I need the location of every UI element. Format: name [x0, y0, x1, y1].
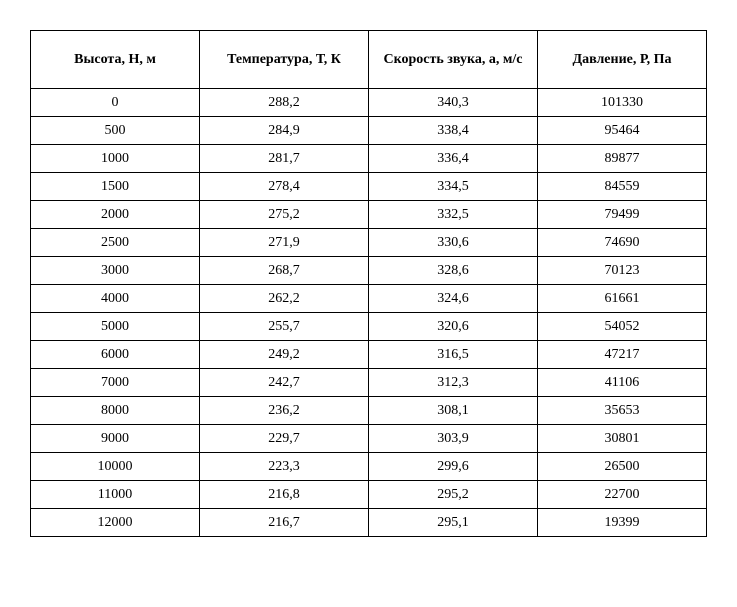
table-cell: 35653 — [538, 397, 707, 425]
table-cell: 74690 — [538, 229, 707, 257]
table-cell: 9000 — [31, 425, 200, 453]
table-cell: 11000 — [31, 481, 200, 509]
table-cell: 255,7 — [200, 313, 369, 341]
table-row: 4000262,2324,661661 — [31, 285, 707, 313]
header-altitude: Высота, Н, м — [31, 31, 200, 89]
table-row: 7000242,7312,341106 — [31, 369, 707, 397]
table-cell: 330,6 — [369, 229, 538, 257]
table-cell: 312,3 — [369, 369, 538, 397]
table-row: 5000255,7320,654052 — [31, 313, 707, 341]
table-cell: 281,7 — [200, 145, 369, 173]
table-cell: 19399 — [538, 509, 707, 537]
table-cell: 7000 — [31, 369, 200, 397]
table-cell: 332,5 — [369, 201, 538, 229]
table-cell: 22700 — [538, 481, 707, 509]
table-cell: 41106 — [538, 369, 707, 397]
table-row: 1500278,4334,584559 — [31, 173, 707, 201]
table-row: 11000216,8295,222700 — [31, 481, 707, 509]
table-row: 12000216,7295,119399 — [31, 509, 707, 537]
table-cell: 284,9 — [200, 117, 369, 145]
table-cell: 236,2 — [200, 397, 369, 425]
table-cell: 336,4 — [369, 145, 538, 173]
table-cell: 1500 — [31, 173, 200, 201]
header-row: Высота, Н, м Температура, Т, К Скорость … — [31, 31, 707, 89]
table-cell: 101330 — [538, 89, 707, 117]
table-row: 2000275,2332,579499 — [31, 201, 707, 229]
table-cell: 299,6 — [369, 453, 538, 481]
table-row: 1000281,7336,489877 — [31, 145, 707, 173]
table-cell: 1000 — [31, 145, 200, 173]
table-cell: 324,6 — [369, 285, 538, 313]
table-cell: 223,3 — [200, 453, 369, 481]
table-cell: 26500 — [538, 453, 707, 481]
table-cell: 229,7 — [200, 425, 369, 453]
table-cell: 2500 — [31, 229, 200, 257]
table-cell: 295,2 — [369, 481, 538, 509]
table-cell: 278,4 — [200, 173, 369, 201]
table-cell: 3000 — [31, 257, 200, 285]
table-cell: 216,8 — [200, 481, 369, 509]
header-sound-speed: Скорость звука, а, м/с — [369, 31, 538, 89]
table-cell: 54052 — [538, 313, 707, 341]
table-cell: 242,7 — [200, 369, 369, 397]
table-row: 0288,2340,3101330 — [31, 89, 707, 117]
table-cell: 2000 — [31, 201, 200, 229]
table-cell: 500 — [31, 117, 200, 145]
table-cell: 79499 — [538, 201, 707, 229]
table-row: 9000229,7303,930801 — [31, 425, 707, 453]
table-cell: 47217 — [538, 341, 707, 369]
table-cell: 340,3 — [369, 89, 538, 117]
table-row: 500284,9338,495464 — [31, 117, 707, 145]
table-row: 3000268,7328,670123 — [31, 257, 707, 285]
table-cell: 271,9 — [200, 229, 369, 257]
table-cell: 216,7 — [200, 509, 369, 537]
table-cell: 303,9 — [369, 425, 538, 453]
header-temperature: Температура, Т, К — [200, 31, 369, 89]
table-cell: 275,2 — [200, 201, 369, 229]
header-pressure: Давление, Р, Па — [538, 31, 707, 89]
table-cell: 61661 — [538, 285, 707, 313]
table-row: 6000249,2316,547217 — [31, 341, 707, 369]
table-cell: 70123 — [538, 257, 707, 285]
data-table: Высота, Н, м Температура, Т, К Скорость … — [30, 30, 707, 537]
table-cell: 95464 — [538, 117, 707, 145]
table-cell: 262,2 — [200, 285, 369, 313]
table-cell: 30801 — [538, 425, 707, 453]
table-cell: 249,2 — [200, 341, 369, 369]
table-cell: 10000 — [31, 453, 200, 481]
table-cell: 12000 — [31, 509, 200, 537]
table-cell: 328,6 — [369, 257, 538, 285]
table-cell: 308,1 — [369, 397, 538, 425]
table-row: 2500271,9330,674690 — [31, 229, 707, 257]
table-body: 0288,2340,3101330500284,9338,49546410002… — [31, 89, 707, 537]
table-row: 8000236,2308,135653 — [31, 397, 707, 425]
table-cell: 316,5 — [369, 341, 538, 369]
table-cell: 89877 — [538, 145, 707, 173]
table-cell: 5000 — [31, 313, 200, 341]
table-cell: 6000 — [31, 341, 200, 369]
table-header: Высота, Н, м Температура, Т, К Скорость … — [31, 31, 707, 89]
table-cell: 338,4 — [369, 117, 538, 145]
table-cell: 295,1 — [369, 509, 538, 537]
table-cell: 268,7 — [200, 257, 369, 285]
table-cell: 4000 — [31, 285, 200, 313]
table-cell: 8000 — [31, 397, 200, 425]
table-cell: 334,5 — [369, 173, 538, 201]
table-cell: 320,6 — [369, 313, 538, 341]
table-cell: 0 — [31, 89, 200, 117]
table-cell: 84559 — [538, 173, 707, 201]
table-row: 10000223,3299,626500 — [31, 453, 707, 481]
table-cell: 288,2 — [200, 89, 369, 117]
